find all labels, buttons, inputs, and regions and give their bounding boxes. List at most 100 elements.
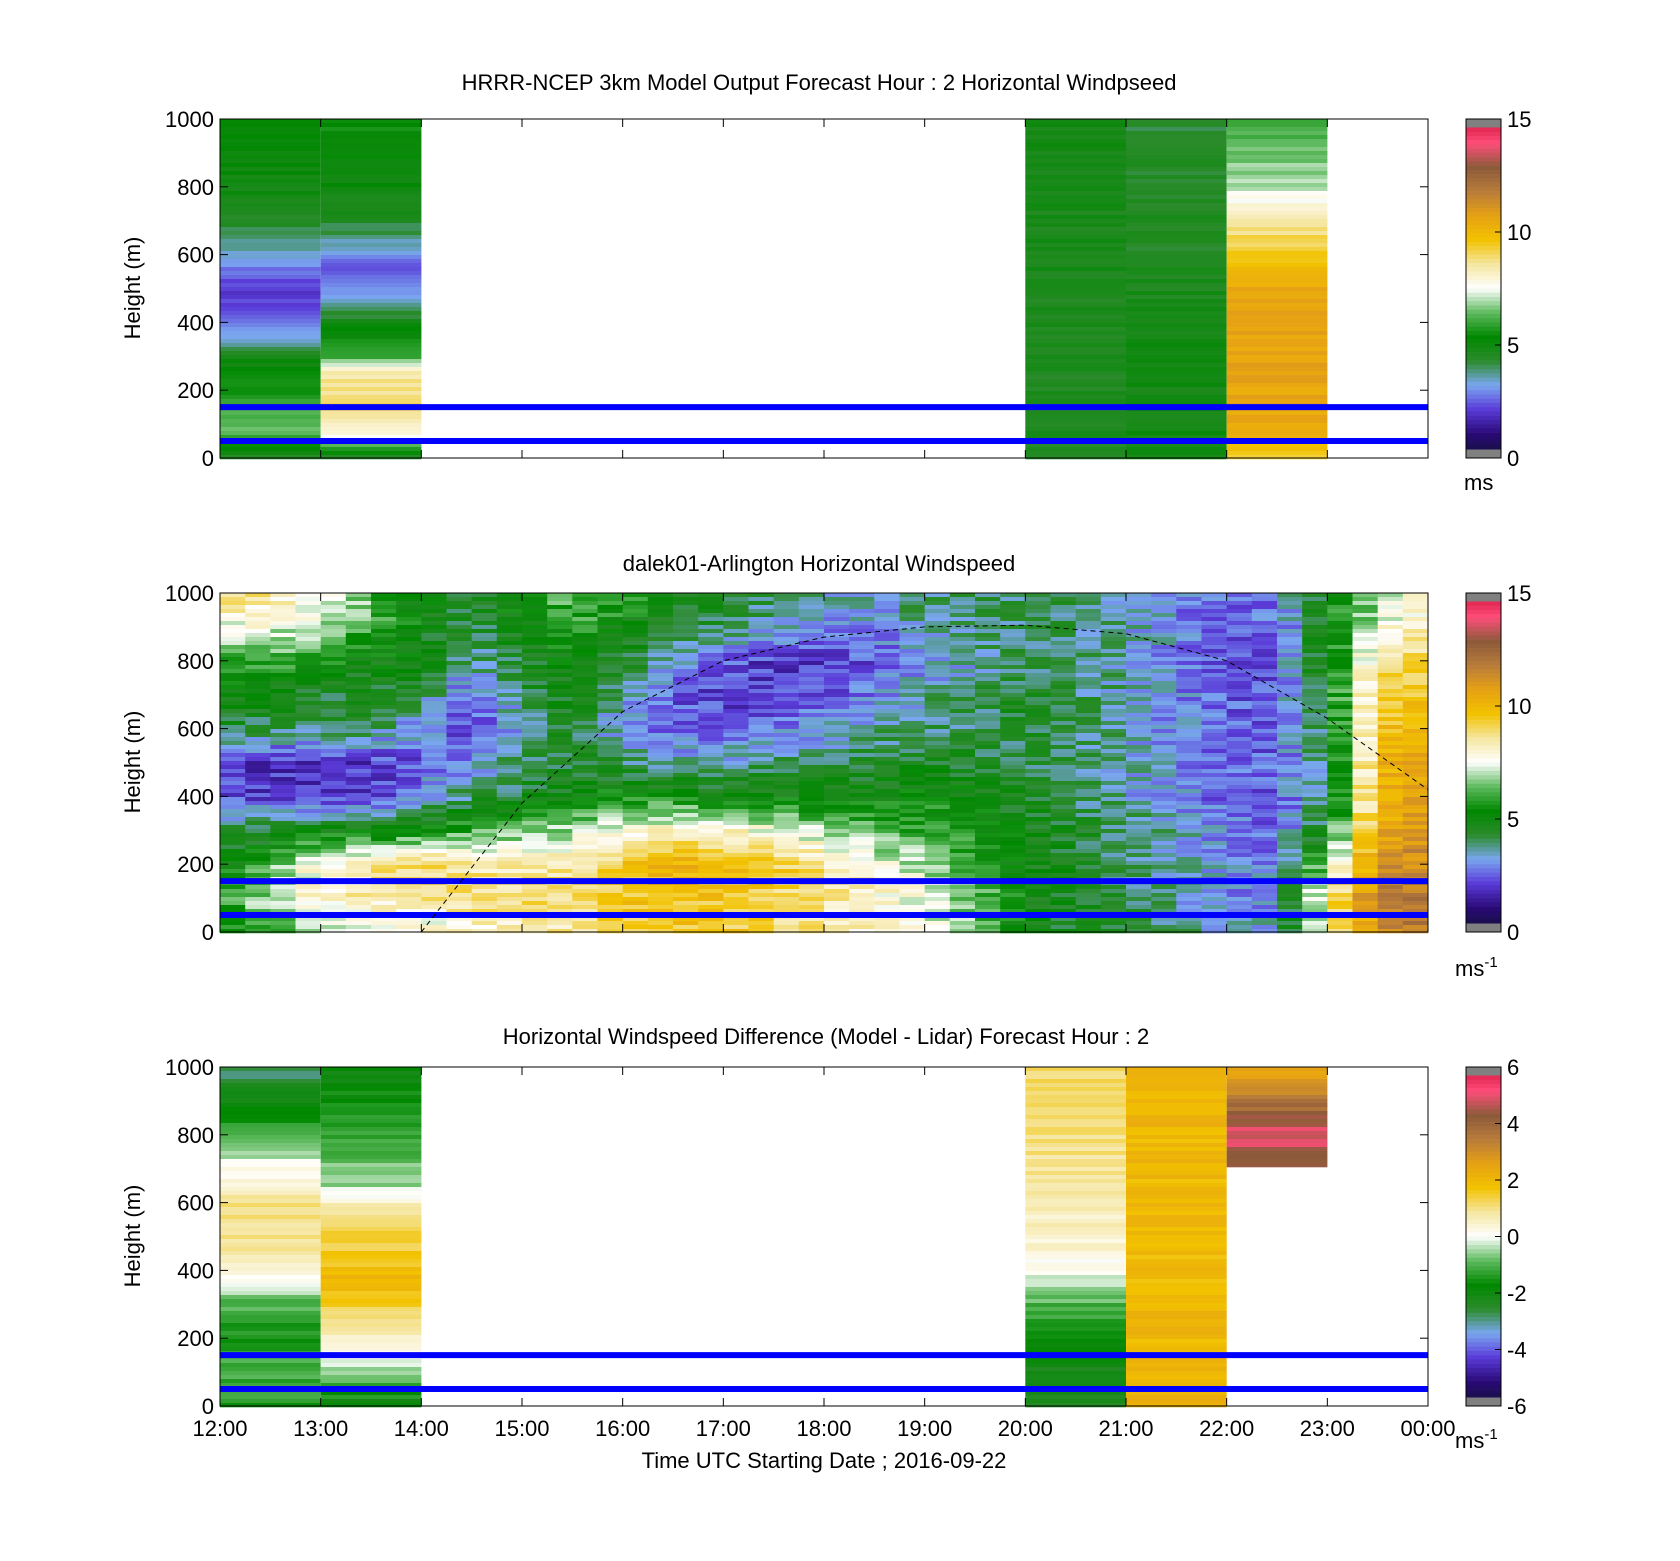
- heatmap-cell: [1226, 127, 1328, 132]
- heatmap-cell: [874, 853, 900, 858]
- heatmap-cell: [748, 897, 774, 902]
- heatmap-cell: [1327, 853, 1353, 858]
- heatmap-cell: [949, 921, 976, 926]
- heatmap-cell: [245, 705, 271, 710]
- heatmap-cell: [1126, 857, 1152, 862]
- heatmap-cell: [748, 889, 774, 894]
- heatmap-cell: [471, 917, 498, 922]
- heatmap-cell: [220, 283, 321, 288]
- heatmap-cell: [1025, 725, 1051, 730]
- heatmap-cell: [798, 893, 825, 898]
- heatmap-cell: [220, 155, 321, 160]
- heatmap-cell: [220, 1259, 321, 1264]
- heatmap-cell: [320, 1147, 422, 1152]
- heatmap-cell: [270, 761, 296, 766]
- heatmap-cell: [1151, 653, 1177, 658]
- heatmap-cell: [773, 813, 800, 818]
- heatmap-cell: [320, 1127, 422, 1132]
- heatmap-cell: [496, 825, 523, 830]
- heatmap-cell: [1201, 681, 1227, 686]
- heatmap-cell: [874, 837, 900, 842]
- heatmap-cell: [849, 697, 875, 702]
- heatmap-cell: [798, 821, 825, 826]
- heatmap-cell: [798, 805, 825, 810]
- heatmap-cell: [320, 215, 422, 220]
- heatmap-cell: [824, 805, 850, 810]
- heatmap-cell: [1377, 805, 1404, 810]
- heatmap-cell: [824, 833, 850, 838]
- heatmap-cell: [673, 917, 699, 922]
- heatmap-cell: [748, 665, 774, 670]
- heatmap-cell: [975, 925, 1001, 930]
- heatmap-cell: [1025, 773, 1051, 778]
- heatmap-cell: [496, 829, 523, 834]
- y-tick-label: 1000: [165, 107, 214, 132]
- heatmap-cell: [471, 733, 498, 738]
- heatmap-cell: [421, 653, 447, 658]
- heatmap-cell: [572, 825, 598, 830]
- heatmap-cell: [1176, 673, 1202, 678]
- heatmap-cell: [1025, 199, 1126, 204]
- heatmap-cell: [220, 1379, 321, 1384]
- heatmap-cell: [1025, 629, 1051, 634]
- heatmap-cell: [1377, 697, 1404, 702]
- heatmap-cell: [522, 593, 548, 598]
- heatmap-cell: [220, 339, 321, 344]
- heatmap-cell: [698, 625, 724, 630]
- heatmap-cell: [295, 745, 321, 750]
- heatmap-cell: [220, 159, 321, 164]
- heatmap-cell: [421, 757, 447, 762]
- heatmap-cell: [1201, 641, 1227, 646]
- heatmap-cell: [1075, 713, 1102, 718]
- heatmap-cell: [371, 901, 397, 906]
- heatmap-cell: [698, 905, 724, 910]
- heatmap-cell: [1251, 857, 1278, 862]
- heatmap-cell: [1075, 849, 1102, 854]
- heatmap-cell: [1226, 789, 1253, 794]
- heatmap-cell: [547, 905, 573, 910]
- heatmap-cell: [220, 1179, 321, 1184]
- heatmap-cell: [1000, 709, 1026, 714]
- heatmap-cell: [270, 777, 296, 782]
- heatmap-cell: [1402, 609, 1429, 614]
- heatmap-cell: [1176, 645, 1202, 650]
- heatmap-cell: [245, 697, 271, 702]
- heatmap-cell: [295, 717, 321, 722]
- heatmap-cell: [1402, 597, 1429, 602]
- heatmap-cell: [1025, 1211, 1126, 1216]
- heatmap-cell: [673, 849, 699, 854]
- heatmap-cell: [1352, 829, 1378, 834]
- heatmap-cell: [748, 761, 774, 766]
- heatmap-cell: [597, 593, 623, 598]
- heatmap-cell: [1402, 725, 1429, 730]
- heatmap-cell: [1377, 593, 1404, 598]
- heatmap-cell: [320, 789, 347, 794]
- heatmap-cell: [1126, 665, 1152, 670]
- heatmap-cell: [295, 665, 321, 670]
- heatmap-cell: [220, 801, 246, 806]
- heatmap-cell: [899, 773, 925, 778]
- heatmap-cell: [1201, 645, 1227, 650]
- heatmap-cell: [723, 593, 749, 598]
- heatmap-cell: [1075, 601, 1102, 606]
- heatmap-cell: [522, 861, 548, 866]
- heatmap-cell: [220, 1399, 321, 1404]
- heatmap-cell: [1251, 801, 1278, 806]
- heatmap-cell: [1025, 1111, 1126, 1116]
- heatmap-cell: [1176, 809, 1202, 814]
- heatmap-cell: [320, 199, 422, 204]
- heatmap-cell: [647, 885, 674, 890]
- heatmap-cell: [1327, 757, 1353, 762]
- heatmap-cell: [1251, 781, 1278, 786]
- heatmap-cell: [622, 733, 649, 738]
- heatmap-cell: [1251, 593, 1278, 598]
- heatmap-cell: [1151, 833, 1177, 838]
- heatmap-cell: [949, 721, 976, 726]
- heatmap-cell: [371, 665, 397, 670]
- heatmap-cell: [345, 601, 372, 606]
- colorbar-segment: [1466, 271, 1501, 277]
- heatmap-cell: [1075, 725, 1102, 730]
- heatmap-cell: [270, 637, 296, 642]
- heatmap-cell: [1352, 605, 1378, 610]
- heatmap-cell: [1000, 725, 1026, 730]
